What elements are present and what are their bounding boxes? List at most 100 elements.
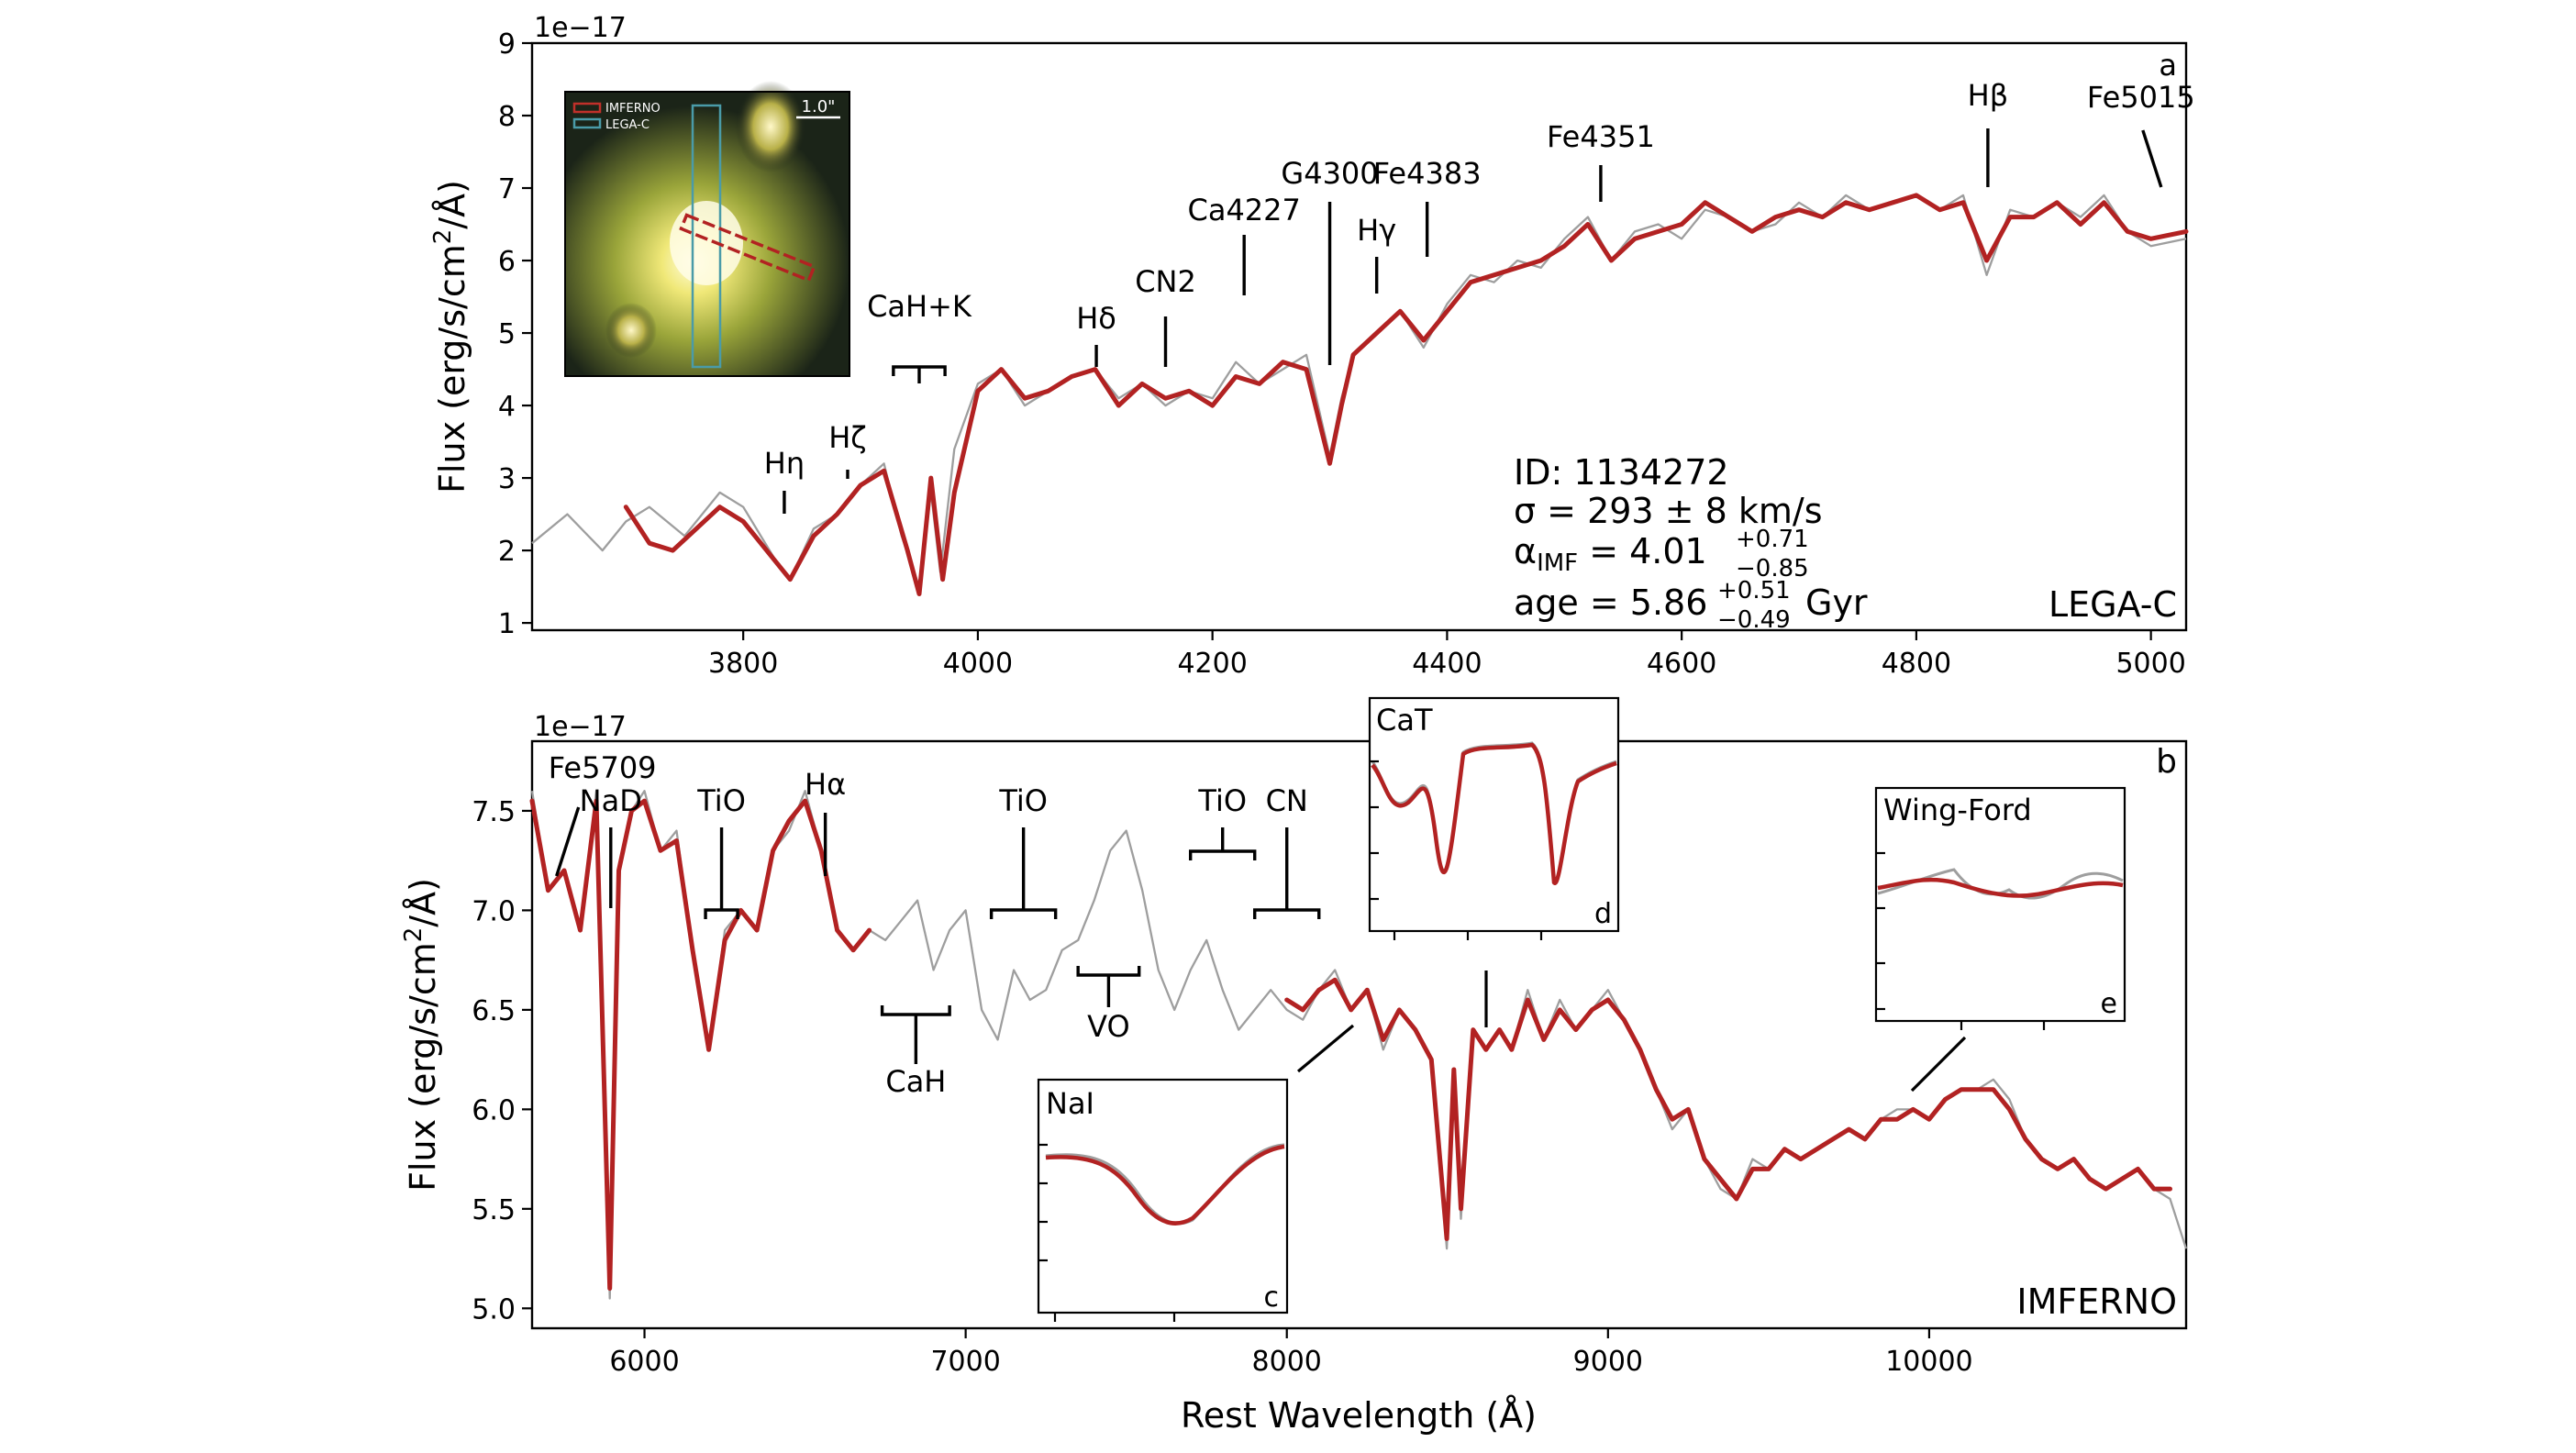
inset-c-connector xyxy=(1296,1024,1355,1073)
imf-slope: αIMF = 4.01 xyxy=(1514,531,1707,577)
bot-feature-bracket xyxy=(1076,966,1141,977)
top-xtick-label: 3800 xyxy=(708,648,778,680)
inset-d-title: CaT xyxy=(1376,703,1433,738)
bot-feature-label: TiO xyxy=(1197,783,1247,818)
top-feature-label: CaH+K xyxy=(867,289,972,324)
legac-slit xyxy=(691,104,722,369)
bottom-xlabel: Rest Wavelength (Å) xyxy=(1181,1395,1537,1436)
bottom-survey-label: IMFERNO xyxy=(2016,1281,2177,1322)
top-ytick-label: 5 xyxy=(498,318,516,350)
bottom-ylabel: Flux (erg/s/cm2/Å) xyxy=(400,878,443,1192)
inset-d-letter: d xyxy=(1594,898,1612,930)
top-ytick-label: 6 xyxy=(498,246,516,278)
bot-ytick-label: 6.5 xyxy=(472,995,516,1027)
imf-upper-error: +0.71 xyxy=(1736,526,1809,553)
bottom-panel: 6000 7000 8000 9000 100005.05.56.06.57.07.5 … xyxy=(400,696,2188,1436)
bottom-axes-frame xyxy=(530,739,2188,1330)
top-feature-label: Fe4351 xyxy=(1547,119,1655,154)
top-model-spectrum xyxy=(623,193,2189,596)
inset-c-nai: NaI c xyxy=(1037,1024,1355,1322)
bot-ytick-label: 7.5 xyxy=(472,796,516,828)
bot-feature-label: CN xyxy=(1266,783,1308,818)
legac-legend-label: LEGA-C xyxy=(605,118,650,132)
inset-e-letter: e xyxy=(2101,988,2117,1020)
companion-galaxy-2 xyxy=(605,303,657,358)
top-feature-label: Hδ xyxy=(1076,301,1116,336)
bot-feature-bracket xyxy=(989,908,1058,919)
imf-lower-error: −0.85 xyxy=(1736,555,1809,582)
top-ylabel: Flux (erg/s/cm2/Å) xyxy=(429,180,472,494)
bot-xtick-label: 8000 xyxy=(1252,1346,1322,1378)
inset-c-title: NaI xyxy=(1046,1086,1094,1121)
top-axis-ticks: 3800 4000 4200 4400 4600 4800 5000 1 2 3 4 5 6 7 8 9 xyxy=(498,28,2186,680)
imf-alpha-symbol: α xyxy=(1514,531,1537,571)
inset-e-frame xyxy=(1874,786,2126,1023)
bot-feature-label: Hα xyxy=(805,767,846,802)
top-feature-label: Hζ xyxy=(828,420,866,455)
bot-feature-label: NaD xyxy=(580,783,642,818)
inset-c-frame xyxy=(1037,1078,1289,1314)
inset-e-title: Wing-Ford xyxy=(1883,793,2032,827)
bottom-exponent-label: 1e−17 xyxy=(534,711,627,743)
top-feature-label: Ca4227 xyxy=(1187,193,1300,227)
bot-feature-label: TiO xyxy=(998,783,1048,818)
top-ytick-label: 9 xyxy=(498,28,516,61)
bottom-panel-letter: b xyxy=(2156,743,2177,781)
galaxy-id: ID: 1134272 xyxy=(1514,452,1729,493)
inset-e-connector xyxy=(1910,1036,1967,1093)
bot-feature-label: TiO xyxy=(696,783,746,818)
top-feature-tick xyxy=(2141,129,2163,188)
inset-e-observed xyxy=(1877,868,2124,900)
bot-xtick-label: 7000 xyxy=(930,1346,1000,1378)
top-panel: 3800 4000 4200 4400 4600 4800 5000 1 2 3 4 5 6 7 8 9 Hη… xyxy=(429,12,2195,680)
top-ytick-label: 7 xyxy=(498,173,516,205)
top-axes-frame xyxy=(530,41,2188,632)
bot-feature-label: CaH xyxy=(885,1064,946,1099)
top-xtick-label: 4400 xyxy=(1412,648,1482,680)
companion-galaxy xyxy=(736,81,805,172)
bot-feature-label: VO xyxy=(1087,1009,1130,1044)
velocity-dispersion: σ = 293 ± 8 km/s xyxy=(1514,491,1823,531)
bottom-axis-ticks: 6000 7000 8000 9000 10000 5.0 5.5 6.0 6.5 7.0 7.5 xyxy=(472,796,1972,1378)
imf-value: = 4.01 xyxy=(1578,531,1707,571)
top-feature-label: Fe5015 xyxy=(2087,80,2195,115)
bot-feature-tick xyxy=(555,806,581,877)
top-xtick-label: 5000 xyxy=(2115,648,2185,680)
inset-c-model xyxy=(1045,1144,1285,1226)
inset-d-cat: CaT d xyxy=(1368,696,1620,1027)
top-feature-label: Hγ xyxy=(1357,213,1396,248)
scale-bar-label: 1.0" xyxy=(802,97,836,116)
bot-feature-bracket xyxy=(1253,908,1321,919)
top-panel-letter: a xyxy=(2159,48,2177,83)
bot-ytick-label: 7.0 xyxy=(472,895,516,927)
bot-model-line xyxy=(529,798,2172,1292)
age-lower-error: −0.49 xyxy=(1717,606,1791,634)
inset-d-frame xyxy=(1368,696,1620,933)
inset-c-letter: c xyxy=(1264,1281,1280,1314)
bot-ytick-label: 5.0 xyxy=(472,1293,516,1325)
bot-xtick-label: 6000 xyxy=(609,1346,679,1378)
bot-feature-bracket xyxy=(880,1005,951,1016)
bot-ytick-label: 6.0 xyxy=(472,1094,516,1126)
galaxy-image-inset: IMFERNO LEGA-C 1.0" xyxy=(564,81,850,377)
galaxy-image-frame xyxy=(564,91,850,377)
bot-feature-label: Fe5709 xyxy=(549,750,657,785)
bottom-model-spectrum xyxy=(529,798,2172,1292)
top-exponent-label: 1e−17 xyxy=(534,12,627,44)
bot-ytick-label: 5.5 xyxy=(472,1194,516,1226)
bot-feature-bracket xyxy=(704,908,739,919)
top-survey-label: LEGA-C xyxy=(2049,584,2177,625)
legac-legend-swatch xyxy=(572,117,602,129)
top-feature-label: G4300 xyxy=(1281,156,1378,191)
top-feature-label: Hη xyxy=(764,446,805,481)
imf-subscript: IMF xyxy=(1537,549,1578,577)
bot-xtick-label: 10000 xyxy=(1885,1346,1972,1378)
top-feature-label: Fe4383 xyxy=(1373,156,1482,191)
top-ytick-label: 3 xyxy=(498,463,516,495)
fit-results: ID: 1134272 σ = 293 ± 8 km/s αIMF = 4.01… xyxy=(1514,452,1868,634)
top-ytick-label: 2 xyxy=(498,536,516,568)
top-xtick-label: 4800 xyxy=(1882,648,1951,680)
